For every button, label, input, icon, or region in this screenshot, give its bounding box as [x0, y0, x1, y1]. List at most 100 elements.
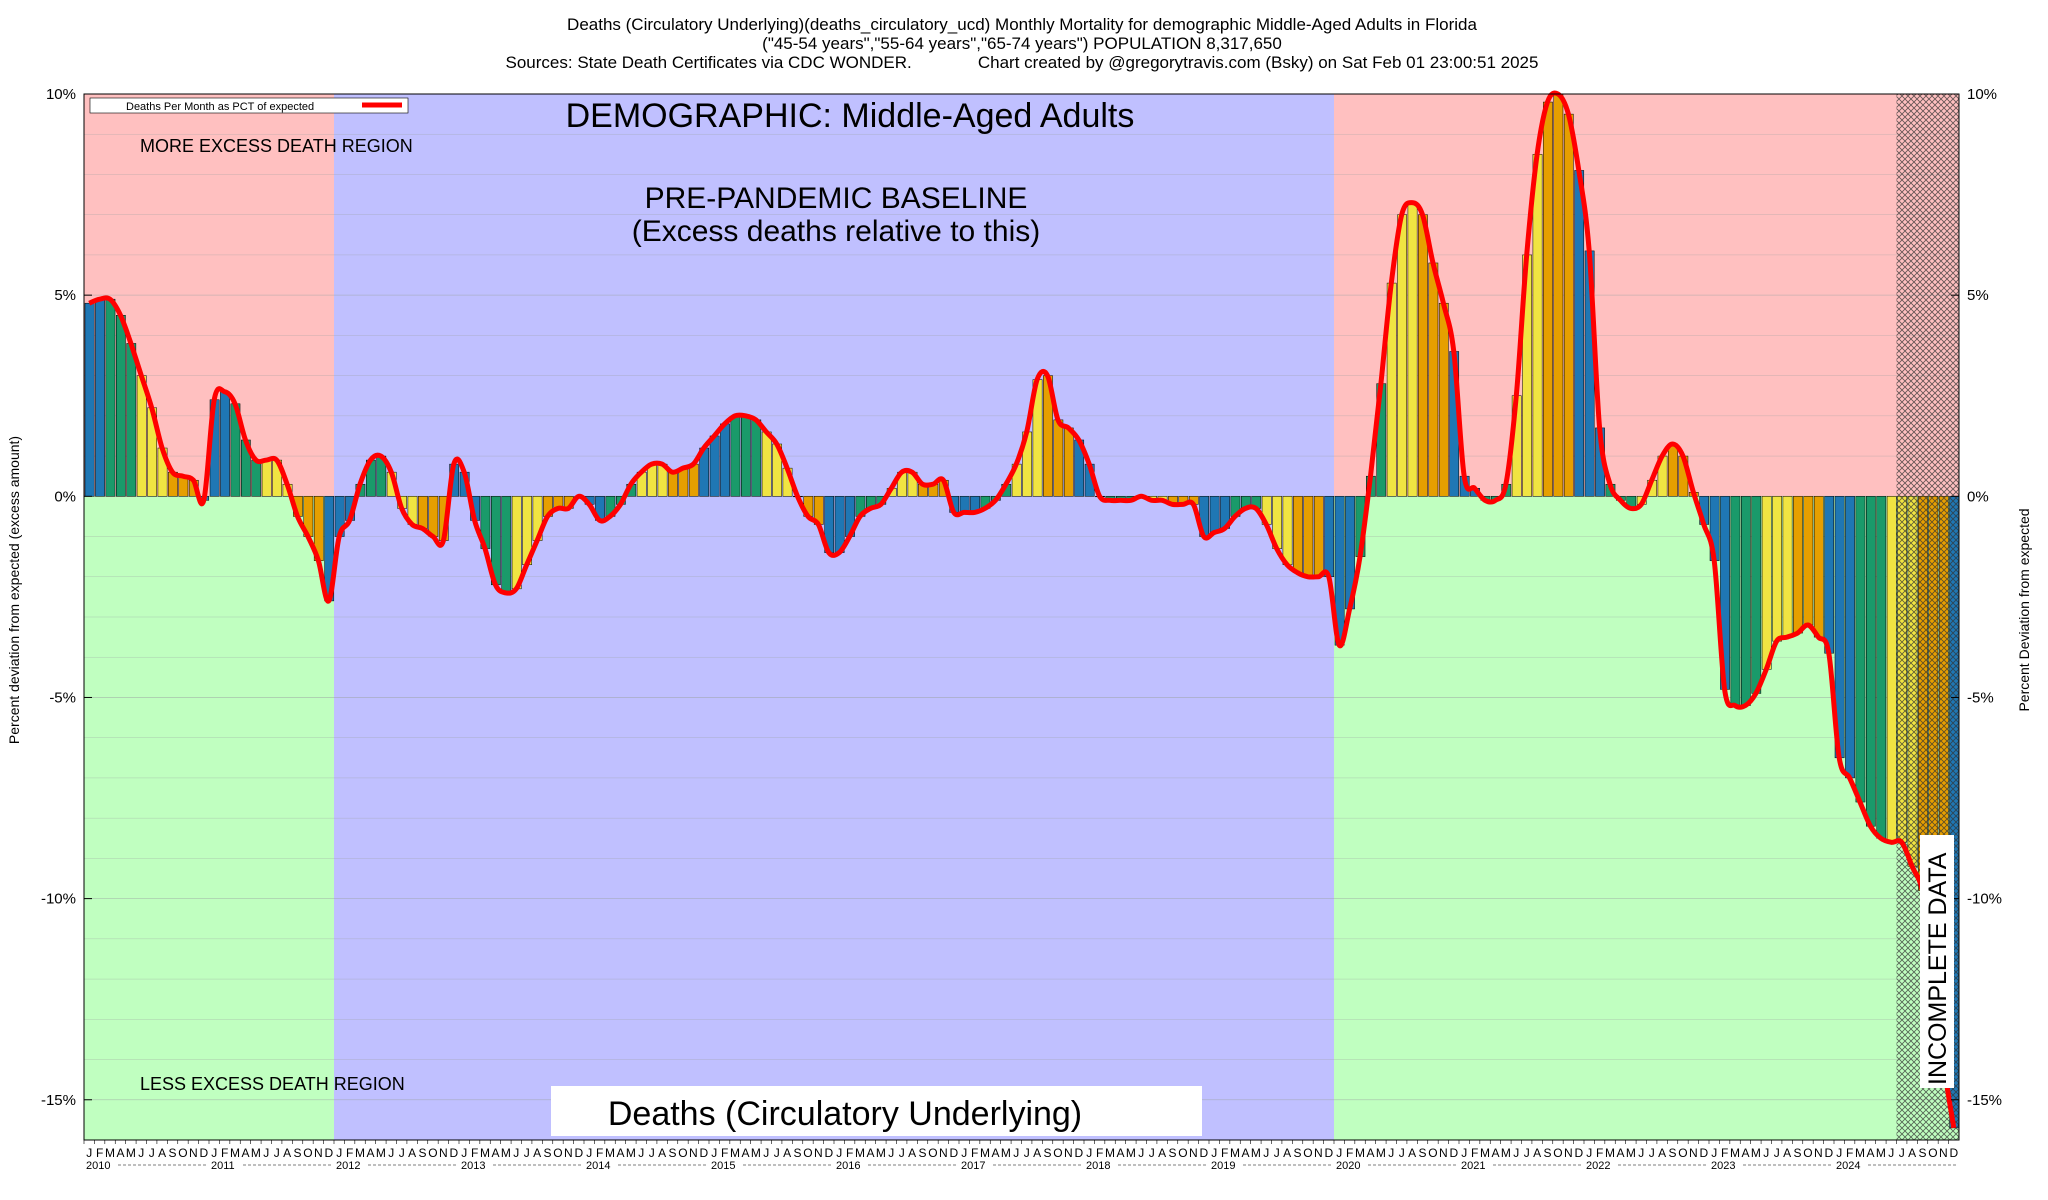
x-tick-month-label: F [1846, 1146, 1853, 1160]
y-axis-left: 10% 5% 0% -5% -10% -15% [41, 86, 92, 1109]
x-tick-month-label: O [178, 1146, 187, 1160]
bar [761, 431, 772, 497]
x-tick-month-label: N [439, 1146, 448, 1160]
x-tick-month-label: J [388, 1146, 394, 1160]
legend-label: Deaths Per Month as PCT of expected [126, 101, 314, 113]
x-tick-month-label: S [919, 1146, 927, 1160]
x-tick-year-label: 2023 [1711, 1160, 1735, 1172]
x-tick-year-label: 2016 [836, 1160, 860, 1172]
x-tick-month-label: O [1928, 1146, 1937, 1160]
x-tick-month-label: J [899, 1146, 905, 1160]
x-tick-month-label: S [1669, 1146, 1677, 1160]
x-tick-month-label: D [1824, 1146, 1833, 1160]
x-tick-month-label: J [1513, 1146, 1519, 1160]
bar [1063, 427, 1074, 497]
x-tick-month-label: F [96, 1146, 103, 1160]
bar [1741, 496, 1751, 706]
x-tick-month-label: A [1241, 1146, 1249, 1160]
x-tick-month-label: A [1283, 1146, 1291, 1160]
x-tick-year-label: 2021 [1461, 1160, 1485, 1172]
chart-subtitle-sources: Sources: State Death Certificates via CD… [506, 53, 1539, 72]
x-tick-month-label: F [1721, 1146, 1728, 1160]
x-tick-month-label: J [1399, 1146, 1405, 1160]
x-tick-month-label: M [1251, 1146, 1261, 1160]
x-tick-month-label: D [1449, 1146, 1458, 1160]
footer-title-background [551, 1086, 1202, 1136]
x-tick-month-label: J [1388, 1146, 1394, 1160]
demographic-label: DEMOGRAPHIC: Middle-Aged Adults [566, 97, 1135, 135]
x-tick-month-label: S [1794, 1146, 1802, 1160]
bar [1574, 170, 1585, 497]
bar [418, 496, 428, 529]
bar [1282, 496, 1293, 565]
bar [1782, 496, 1793, 638]
bar [1845, 496, 1855, 779]
bar [1876, 496, 1887, 839]
x-tick-month-label: S [1544, 1146, 1552, 1160]
x-tick-month-label: J [1774, 1146, 1780, 1160]
incomplete-data-text: INCOMPLETE DATA [1924, 852, 1952, 1085]
y-tick-label-right: 10% [1967, 86, 1997, 103]
bar [1418, 214, 1428, 497]
x-tick-month-label: S [1169, 1146, 1177, 1160]
x-tick-month-label: O [1178, 1146, 1187, 1160]
x-tick-month-label: N [1064, 1146, 1073, 1160]
bar [1751, 496, 1762, 694]
x-tick-month-label: D [1574, 1146, 1583, 1160]
bar [751, 419, 762, 497]
bar [251, 459, 262, 497]
x-tick-month-label: M [105, 1146, 115, 1160]
x-tick-month-label: A [158, 1146, 166, 1160]
bar [1803, 496, 1814, 626]
x-tick-month-label: F [346, 1146, 353, 1160]
bar [1886, 496, 1897, 843]
bar [1532, 154, 1543, 497]
x-tick-month-label: D [949, 1146, 958, 1160]
y-tick-label-right: -15% [1967, 1092, 2002, 1109]
x-tick-month-label: F [471, 1146, 478, 1160]
x-tick-month-label: N [939, 1146, 948, 1160]
x-tick-month-label: F [1221, 1146, 1228, 1160]
x-tick-month-label: J [86, 1146, 92, 1160]
bar [688, 463, 699, 497]
x-tick-month-label: F [1346, 1146, 1353, 1160]
x-tick-year-label: 2014 [586, 1160, 610, 1172]
x-tick-month-label: D [1949, 1146, 1958, 1160]
bar [116, 315, 126, 497]
footer-title: Deaths (Circulatory Underlying) [608, 1095, 1082, 1133]
x-tick-month-label: J [1888, 1146, 1894, 1160]
x-tick-year-label: 2015 [711, 1160, 735, 1172]
x-tick-month-label: M [876, 1146, 886, 1160]
x-tick-month-label: O [1303, 1146, 1312, 1160]
bar [1563, 113, 1574, 497]
x-tick-month-label: J [1263, 1146, 1269, 1160]
x-tick-month-label: J [836, 1146, 842, 1160]
baseline-label-line1: PRE-PANDEMIC BASELINE [645, 182, 1028, 215]
bar [647, 463, 657, 497]
footer-title-box: Deaths (Circulatory Underlying) [551, 1086, 1202, 1136]
x-tick-month-label: N [1814, 1146, 1823, 1160]
x-tick-month-label: S [419, 1146, 427, 1160]
x-tick-year-label: 2012 [336, 1160, 360, 1172]
x-tick-month-label: N [814, 1146, 823, 1160]
x-tick-month-label: J [1649, 1146, 1655, 1160]
x-tick-month-label: N [1939, 1146, 1948, 1160]
x-tick-month-label: M [980, 1146, 990, 1160]
x-tick-month-label: F [1596, 1146, 1603, 1160]
bar [1553, 93, 1564, 497]
x-tick-month-label: A [1116, 1146, 1124, 1160]
x-tick-month-label: J [274, 1146, 280, 1160]
x-tick-month-label: D [824, 1146, 833, 1160]
x-tick-month-label: A [1866, 1146, 1874, 1160]
x-tick-month-label: N [1189, 1146, 1198, 1160]
x-tick-month-label: A [1658, 1146, 1666, 1160]
x-tick-month-label: M [1126, 1146, 1136, 1160]
x-tick-year-label: 2013 [461, 1160, 485, 1172]
x-tick-month-label: J [211, 1146, 217, 1160]
x-tick-month-label: J [263, 1146, 269, 1160]
x-tick-month-label: J [1274, 1146, 1280, 1160]
bar [501, 496, 512, 594]
x-tick-month-label: M [1230, 1146, 1240, 1160]
series-line [88, 90, 1957, 1129]
